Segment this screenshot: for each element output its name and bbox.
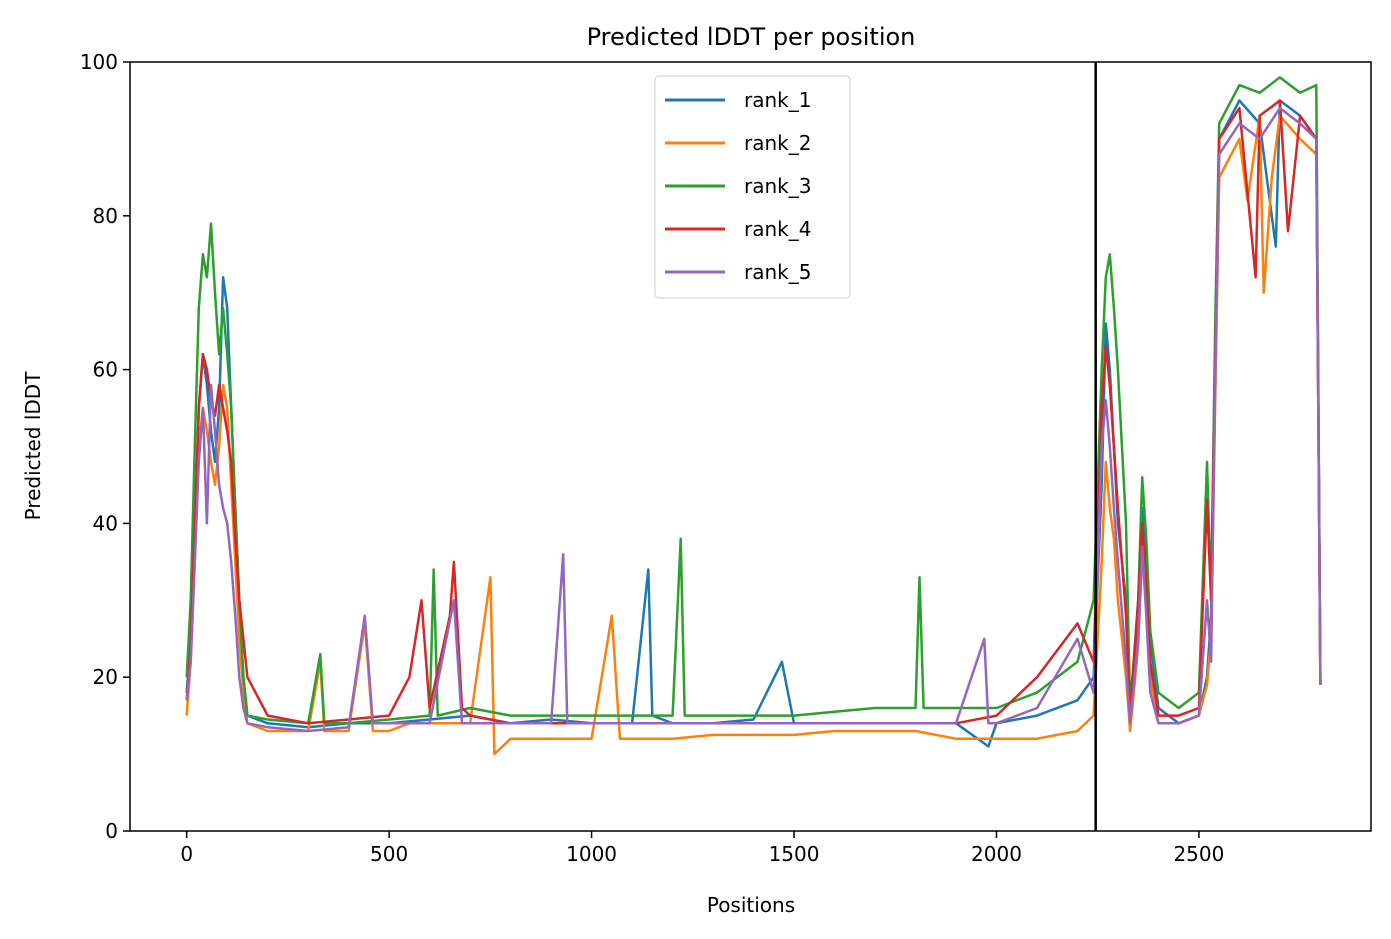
legend-label-rank_5: rank_5	[744, 260, 811, 284]
y-tick-label: 60	[93, 358, 118, 382]
y-axis: 0 20 40 60 80 100	[80, 50, 130, 843]
y-tick-label: 80	[93, 204, 118, 228]
y-tick-label: 100	[80, 50, 118, 74]
legend: rank_1 rank_2 rank_3 rank_4 rank_5	[654, 75, 851, 299]
x-axis: 0 500 1000 1500 2000 2500	[180, 831, 1224, 866]
series-line-rank_2	[185, 114, 1322, 756]
y-tick-label: 40	[93, 511, 118, 535]
legend-label-rank_4: rank_4	[744, 217, 811, 241]
y-tick-label: 0	[105, 819, 118, 843]
y-tick-label: 20	[93, 665, 118, 689]
x-tick-label: 0	[180, 842, 193, 866]
x-tick-label: 500	[370, 842, 408, 866]
x-tick-label: 1500	[769, 842, 820, 866]
legend-box	[654, 75, 851, 299]
series-layer	[185, 76, 1322, 756]
legend-label-rank_2: rank_2	[744, 131, 811, 155]
x-axis-title: Positions	[707, 893, 795, 917]
x-tick-label: 2000	[971, 842, 1022, 866]
x-tick-label: 1000	[566, 842, 617, 866]
chart-title: Predicted lDDT per position	[587, 23, 916, 51]
y-axis-title: Predicted lDDT	[21, 371, 45, 521]
legend-label-rank_3: rank_3	[744, 174, 811, 198]
plot-frame	[129, 61, 1372, 832]
legend-label-rank_1: rank_1	[744, 88, 811, 112]
x-tick-label: 2500	[1173, 842, 1224, 866]
series-line-rank_5	[185, 106, 1322, 733]
series-line-rank_3	[185, 76, 1322, 725]
